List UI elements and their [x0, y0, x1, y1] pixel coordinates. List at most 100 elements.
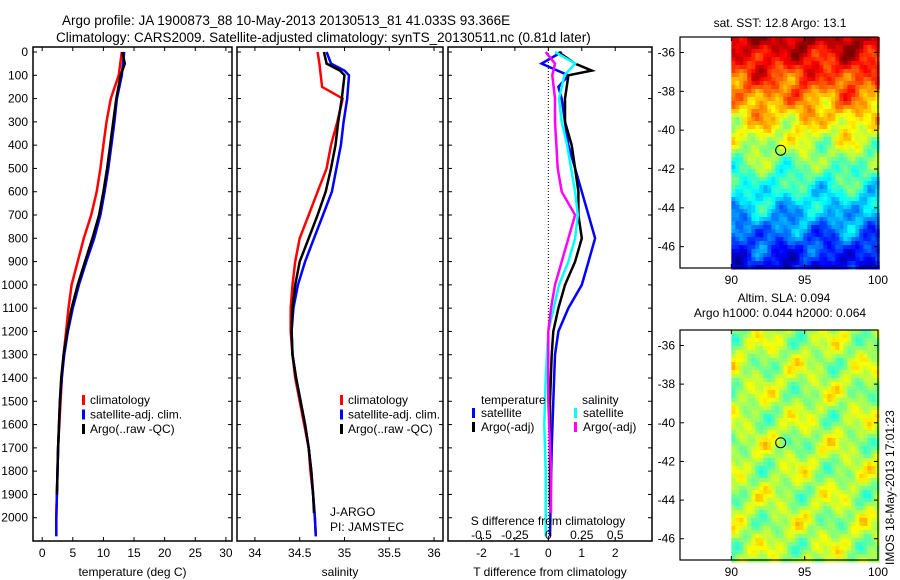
heatmap-cell — [855, 173, 860, 178]
heatmap-cell — [871, 366, 876, 371]
heatmap-cell — [783, 454, 788, 459]
heatmap-cell — [755, 209, 760, 214]
heatmap-cell — [851, 458, 856, 463]
heatmap-cell — [775, 386, 780, 391]
heatmap-cell — [851, 261, 856, 266]
heatmap-cell — [823, 149, 828, 154]
heatmap-cell — [735, 538, 740, 543]
heatmap-cell — [739, 69, 744, 74]
heatmap-cell — [763, 261, 768, 266]
heatmap-cell — [743, 538, 748, 543]
heatmap-cell — [815, 518, 820, 523]
heatmap-cell — [847, 498, 852, 503]
heatmap-cell — [867, 185, 872, 190]
x2tick-label: 0.25 — [570, 528, 594, 542]
xtick-label--2: -2 — [476, 546, 487, 560]
heatmap-cell — [731, 181, 736, 186]
heatmap-cell — [839, 141, 844, 146]
heatmap-cell — [759, 217, 764, 222]
heatmap-cell — [851, 173, 856, 178]
heatmap-cell — [827, 57, 832, 62]
heatmap-cell — [867, 109, 872, 114]
heatmap-cell — [851, 350, 856, 355]
heatmap-cell — [779, 526, 784, 531]
heatmap-cell — [767, 149, 772, 154]
heatmap-cell — [835, 330, 840, 335]
heatmap-cell — [851, 366, 856, 371]
heatmap-cell — [743, 189, 748, 194]
heatmap-cell — [871, 213, 876, 218]
heatmap-cell — [831, 454, 836, 459]
heatmap-cell — [807, 538, 812, 543]
heatmap-cell — [751, 462, 756, 467]
heatmap-cell — [843, 442, 848, 447]
legend-label-0: climatology — [348, 393, 408, 407]
heatmap-cell — [783, 486, 788, 491]
heatmap-cell — [779, 518, 784, 523]
heatmap-cell — [759, 261, 764, 266]
heatmap-cell — [767, 233, 772, 238]
heatmap-cell — [747, 117, 752, 122]
heatmap-cell — [803, 77, 808, 82]
heatmap-cell — [855, 189, 860, 194]
heatmap-cell — [771, 342, 776, 347]
heatmap-cell — [739, 426, 744, 431]
heatmap-cell — [735, 77, 740, 82]
heatmap-cell — [871, 410, 876, 415]
heatmap-cell — [743, 89, 748, 94]
heatmap-cell — [771, 522, 776, 527]
heatmap-cell — [755, 161, 760, 166]
heatmap-cell — [763, 225, 768, 230]
heatmap-cell — [743, 334, 748, 339]
heatmap-cell — [859, 157, 864, 162]
heatmap-cell — [783, 201, 788, 206]
heatmap-cell — [747, 450, 752, 455]
heatmap-cell — [803, 458, 808, 463]
heatmap-cell — [815, 201, 820, 206]
heatmap-cell — [867, 530, 872, 535]
heatmap-cell — [763, 502, 768, 507]
heatmap-cell — [871, 370, 876, 375]
heatmap-cell — [819, 81, 824, 86]
heatmap-cell — [847, 518, 852, 523]
heatmap-cell — [763, 205, 768, 210]
heatmap-cell — [811, 518, 816, 523]
heatmap-cell — [791, 390, 796, 395]
heatmap-cell — [851, 137, 856, 142]
heatmap-cell — [799, 350, 804, 355]
heatmap-cell — [787, 145, 792, 150]
heatmap-cell — [799, 418, 804, 423]
heatmap-cell — [751, 69, 756, 74]
heatmap-cell — [871, 446, 876, 451]
heatmap-cell — [807, 526, 812, 531]
heatmap-cell — [779, 510, 784, 515]
heatmap-cell — [847, 185, 852, 190]
heatmap-cell — [739, 133, 744, 138]
heatmap-cell — [827, 265, 832, 270]
heatmap-cell — [755, 265, 760, 270]
heatmap-cell — [843, 97, 848, 102]
heatmap-cell — [843, 458, 848, 463]
heatmap-cell — [827, 454, 832, 459]
heatmap-cell — [859, 105, 864, 110]
heatmap-cell — [827, 185, 832, 190]
heatmap-cell — [843, 346, 848, 351]
heatmap-cell — [795, 518, 800, 523]
heatmap-cell — [855, 330, 860, 335]
heatmap-cell — [863, 153, 868, 158]
heatmap-cell — [731, 97, 736, 102]
heatmap-cell — [731, 177, 736, 182]
heatmap-cell — [847, 450, 852, 455]
heatmap-cell — [775, 57, 780, 62]
heatmap-cell — [847, 217, 852, 222]
heatmap-cell — [779, 157, 784, 162]
heatmap-cell — [803, 430, 808, 435]
heatmap-cell — [791, 442, 796, 447]
heatmap-cell — [795, 105, 800, 110]
heatmap-cell — [743, 414, 748, 419]
heatmap-cell — [743, 69, 748, 74]
heatmap-cell — [731, 434, 736, 439]
heatmap-cell — [799, 249, 804, 254]
heatmap-cell — [735, 89, 740, 94]
heatmap-cell — [851, 362, 856, 367]
